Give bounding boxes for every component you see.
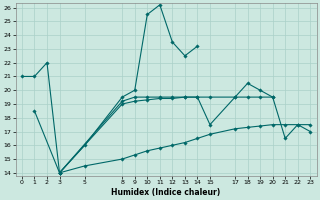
X-axis label: Humidex (Indice chaleur): Humidex (Indice chaleur) [111, 188, 221, 197]
